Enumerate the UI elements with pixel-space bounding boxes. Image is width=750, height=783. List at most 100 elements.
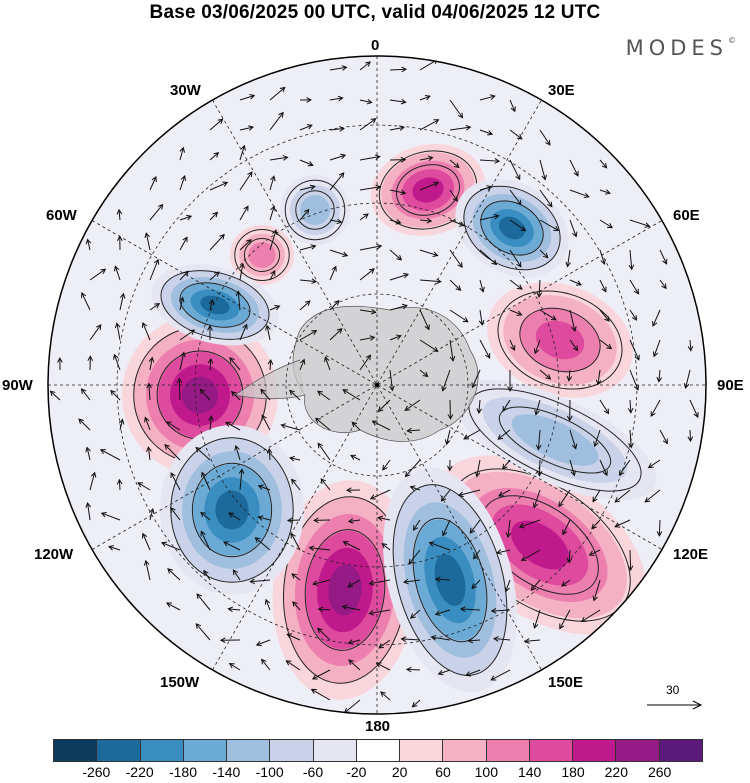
wind-vector (410, 609, 421, 619)
wind-vector (239, 95, 255, 101)
wind-vector-head (286, 517, 293, 524)
wind-vector (195, 623, 211, 641)
colorbar-bin-12 (573, 740, 617, 761)
wind-vector (403, 579, 421, 583)
wind-vector (569, 459, 575, 476)
wind-vector-head (536, 470, 543, 477)
wind-vector-head (307, 161, 314, 167)
wind-vector (533, 609, 541, 629)
wind-vector-head (532, 502, 539, 509)
wind-vector (287, 519, 301, 522)
wind-vector-head (114, 322, 121, 329)
wind-vector (407, 429, 421, 432)
wind-vector (629, 219, 650, 227)
wind-vector-head (255, 640, 262, 647)
wind-vector-head (154, 302, 161, 309)
wind-vector (261, 415, 271, 431)
wind-vector (431, 636, 451, 641)
wind-vector (490, 669, 511, 681)
wind-vector (449, 126, 471, 131)
wind-vector (539, 189, 553, 207)
wind-vector (380, 691, 391, 701)
wind-vector (442, 369, 451, 391)
wind-vector (618, 459, 631, 476)
wind-vector (479, 129, 493, 135)
wind-vector-head (369, 335, 376, 341)
wind-vector (539, 129, 551, 146)
wind-vector (209, 212, 218, 221)
wind-vector (170, 507, 181, 521)
wind-vector-head (405, 666, 412, 673)
wind-vector-head (547, 201, 553, 208)
wind-vector-head (311, 674, 318, 680)
wind-vector (209, 182, 228, 191)
wind-vector-head (291, 478, 297, 485)
wind-vector-head (541, 174, 547, 181)
wind-vector-head (457, 491, 464, 498)
wind-vector-head (270, 269, 276, 276)
trough-135w-shading (160, 425, 304, 595)
wind-vector-head (412, 524, 419, 531)
wind-vector (258, 485, 271, 491)
wind-vector-head (495, 549, 502, 555)
wind-vector (78, 418, 91, 431)
wind-vector-head (227, 606, 234, 613)
wind-vector-head (652, 351, 659, 358)
wind-vector (256, 639, 271, 646)
wind-vector-head (324, 356, 330, 363)
wind-vector-head (369, 494, 376, 500)
wind-vector (239, 126, 254, 131)
wind-vector-head (656, 376, 663, 383)
wind-vector (569, 219, 577, 237)
wind-vector (535, 399, 541, 415)
colorbar-bin-2 (140, 740, 184, 761)
wind-vector (269, 229, 277, 251)
wind-vector-head (225, 421, 231, 427)
wind-vector-head (272, 229, 278, 236)
wind-vector-head (282, 155, 289, 161)
wind-vector (419, 119, 439, 131)
wind-vector (509, 159, 521, 180)
wind-vector-head (203, 569, 209, 576)
colorbar-bin-0 (54, 740, 98, 761)
wind-vector-head (449, 356, 456, 362)
wind-vector (317, 443, 331, 461)
wind-vector (179, 215, 192, 221)
wind-vector (149, 204, 164, 221)
wind-vector-head (208, 298, 215, 305)
wind-vector (509, 189, 522, 206)
wind-vector (269, 305, 280, 311)
wind-vector-head (208, 415, 214, 422)
wind-vector-head (340, 153, 347, 160)
wind-vector-head (141, 321, 148, 328)
colorbar-tick: -60 (302, 764, 324, 780)
wind-vector-head (647, 462, 654, 469)
wind-vector (348, 639, 361, 644)
wind-vector (164, 444, 181, 461)
wind-vector (435, 609, 451, 615)
wind-vector-head (113, 265, 120, 272)
wind-vector (265, 599, 271, 611)
wind-vector (539, 369, 551, 380)
wind-vector (179, 352, 185, 371)
wind-vector (589, 549, 601, 556)
wind-vector-head (165, 602, 172, 608)
wind-vector (539, 219, 559, 231)
wind-vector (119, 419, 124, 431)
wind-vector-head (376, 243, 383, 250)
wind-vector-head (644, 222, 651, 228)
wind-vector-head (246, 239, 252, 245)
reference-vector-arrow (647, 700, 703, 710)
wind-vector (200, 531, 211, 551)
wind-vector (329, 300, 340, 311)
wind-vector-head (479, 286, 485, 293)
wind-vector-head (374, 154, 381, 161)
wind-vector-head (400, 189, 407, 196)
wind-vector (629, 249, 633, 270)
wind-vector (223, 541, 241, 551)
wind-vector (343, 541, 361, 551)
wind-vector-head (457, 112, 464, 119)
wind-vector (239, 239, 252, 251)
wind-vector (509, 339, 515, 351)
wind-vector-head (559, 623, 565, 630)
